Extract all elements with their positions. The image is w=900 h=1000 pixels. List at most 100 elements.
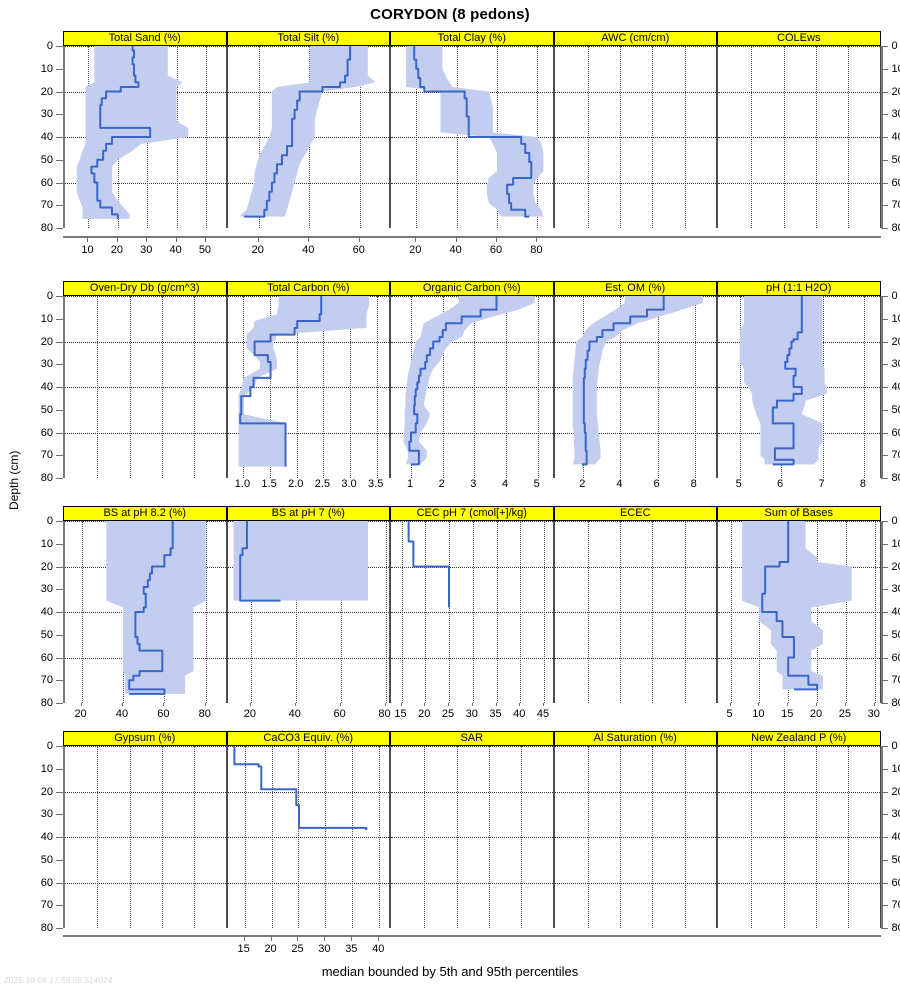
x-axis-tick-label: 25 (441, 708, 455, 720)
depth-tick-label: 80 (891, 697, 900, 709)
gridline-vertical (258, 46, 260, 228)
depth-tick (56, 46, 63, 47)
depth-tick (56, 478, 63, 479)
x-axis-line (390, 236, 554, 238)
panel-title-strip: Total Sand (%) (63, 31, 227, 46)
depth-tick (56, 703, 63, 704)
gridline-vertical (587, 46, 589, 228)
x-axis-tick-label: 40 (449, 244, 462, 256)
gridline-vertical (449, 521, 450, 703)
depth-tick (880, 455, 888, 457)
gridline-horizontal (227, 837, 389, 838)
depth-tick (880, 341, 888, 343)
timestamp-watermark: 2025-10-08 17:58:09.514024 (4, 976, 113, 985)
gridline-vertical (783, 46, 785, 228)
depth-tick (56, 612, 63, 613)
series-svg (106, 521, 206, 695)
gridline-vertical (161, 296, 163, 478)
gridline-vertical (544, 521, 545, 703)
percentile-band (739, 296, 827, 465)
gridline-vertical (205, 46, 207, 228)
depth-tick-label: 50 (891, 628, 900, 641)
depth-tick (880, 791, 888, 793)
x-axis-tick (873, 700, 875, 706)
x-axis-tick (844, 700, 846, 706)
depth-tick-label: 40 (40, 131, 53, 143)
x-axis-tick-label: 15 (781, 708, 794, 720)
x-axis-tick-label: 80 (378, 708, 391, 720)
depth-tick-label: 60 (40, 876, 53, 889)
gridline-vertical (425, 521, 427, 703)
x-axis-tick-label: 3.0 (341, 478, 357, 490)
percentile-band (572, 296, 703, 465)
x-axis-tick (448, 700, 449, 706)
x-axis-tick-label: 40 (288, 708, 301, 720)
gridline-vertical (506, 296, 507, 478)
gridline-horizontal (227, 46, 389, 47)
gridline-vertical (424, 746, 426, 928)
panel-title-strip: CaCO3 Equiv. (%) (226, 731, 390, 746)
depth-tick (56, 364, 63, 366)
depth-tick-label: 20 (891, 785, 900, 798)
depth-tick (56, 928, 63, 929)
page-title: CORYDON (8 pedons) (370, 6, 530, 23)
gridline-horizontal (554, 341, 716, 343)
panel-title-strip: Sum of Bases (717, 506, 881, 521)
x-axis-tick-label: 4 (616, 478, 623, 490)
x-axis-tick (455, 236, 457, 242)
depth-tick-label: 80 (891, 222, 900, 234)
gridline-horizontal (64, 882, 226, 884)
depth-axis-left (63, 296, 65, 478)
series-svg (572, 296, 703, 466)
x-axis-tick-label: 15 (237, 943, 250, 955)
plot-area (226, 746, 390, 928)
depth-tick-label: 10 (40, 762, 53, 775)
depth-tick-label: 60 (891, 651, 900, 664)
x-axis-tick-label: 40 (169, 244, 182, 256)
x-axis-tick (424, 700, 426, 706)
panel-title-strip: SAR (390, 731, 554, 746)
plot-area (63, 521, 227, 703)
gridline-horizontal (554, 432, 716, 434)
depth-tick-label: 70 (891, 449, 900, 462)
plot-area (63, 296, 227, 478)
gridline-horizontal (391, 566, 553, 568)
panel-title-strip: Total Clay (%) (390, 31, 554, 46)
depth-tick-label: 10 (40, 312, 53, 325)
plot-area (63, 746, 227, 928)
x-axis-tick-label: 5 (726, 708, 733, 720)
depth-tick-label: 60 (891, 876, 900, 889)
plot-area (717, 46, 881, 228)
x-axis-tick (358, 236, 360, 242)
gridline-horizontal (391, 791, 553, 793)
gridline-vertical (652, 521, 654, 703)
plot-area (553, 296, 717, 478)
x-axis-tick-label: 2.0 (288, 478, 304, 490)
plot-area (390, 746, 554, 928)
x-axis-tick (324, 935, 326, 941)
gridline-horizontal (64, 182, 226, 184)
depth-tick-label: 40 (40, 831, 53, 843)
depth-tick-label: 0 (46, 40, 53, 52)
depth-tick (56, 768, 63, 770)
series-svg (232, 521, 368, 602)
depth-tick-label: 0 (46, 515, 53, 527)
percentile-band (76, 46, 189, 219)
depth-tick (56, 228, 63, 229)
depth-tick (880, 746, 888, 747)
gridline-horizontal (391, 182, 553, 184)
x-axis-line (226, 935, 390, 937)
x-axis-tick (80, 700, 82, 706)
panel-title-strip: ECEC (553, 506, 717, 521)
gridline-vertical (385, 521, 387, 703)
depth-tick (880, 543, 888, 545)
depth-tick (880, 859, 888, 861)
gridline-vertical (325, 746, 327, 928)
depth-tick-label: 40 (891, 381, 900, 393)
x-axis-tick (243, 935, 245, 941)
depth-tick-label: 0 (891, 290, 898, 302)
gridline-vertical (694, 296, 696, 478)
x-axis-tick-label: 40 (513, 708, 526, 720)
depth-tick (880, 296, 888, 297)
x-axis-tick (384, 700, 386, 706)
